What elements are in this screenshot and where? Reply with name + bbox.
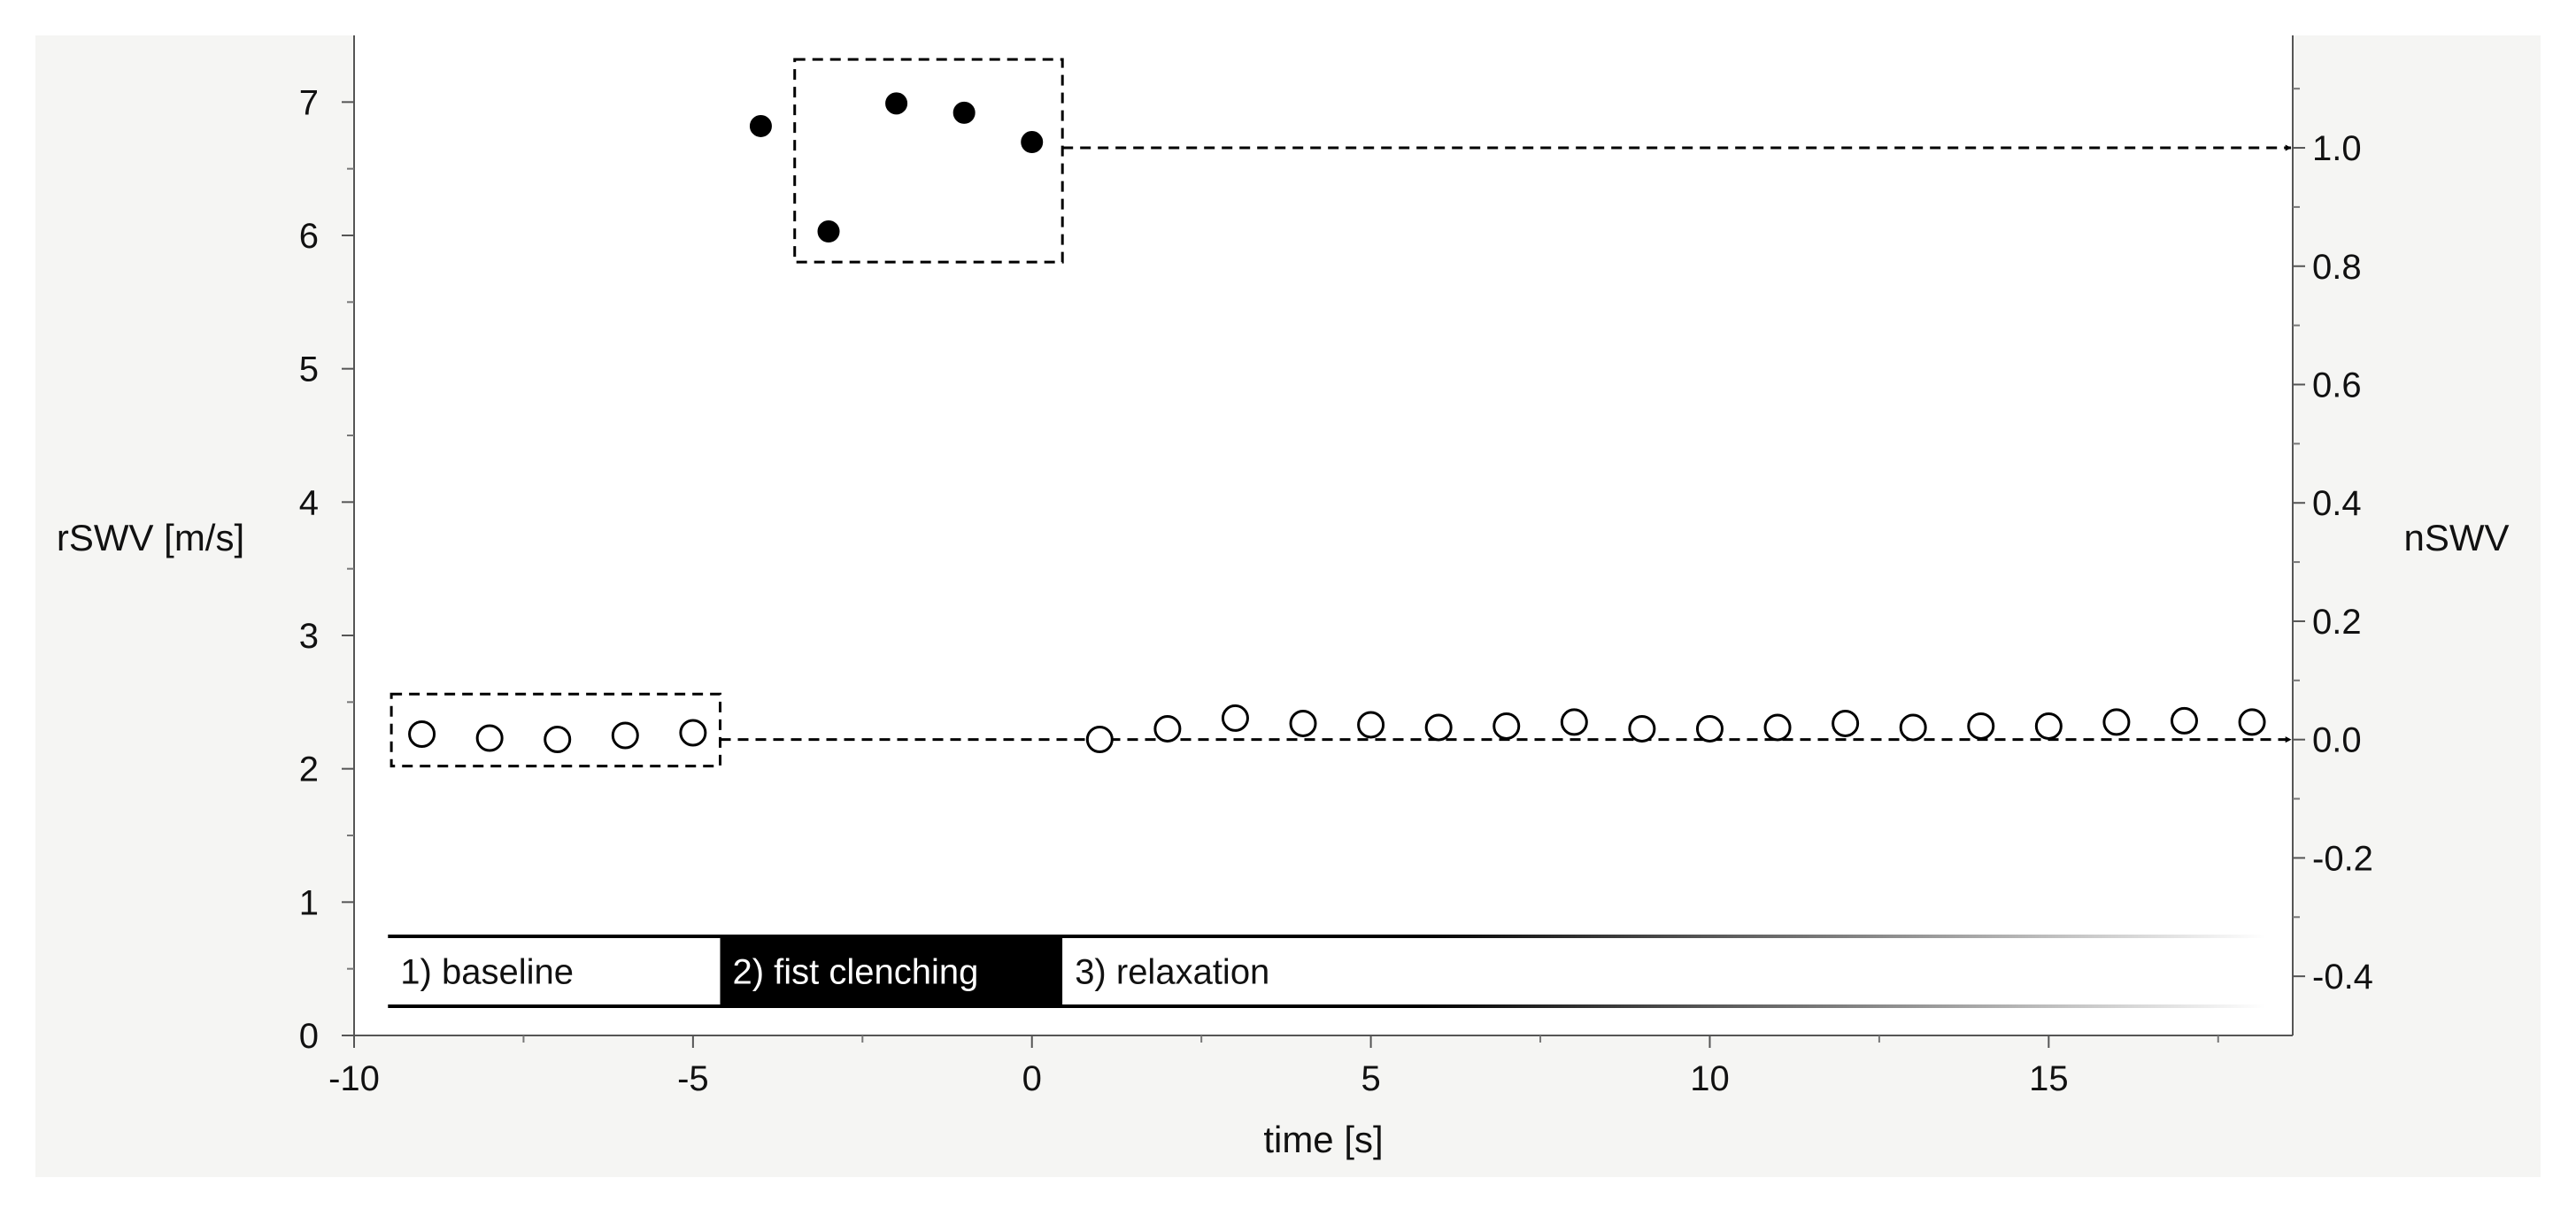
- open-point: [1832, 709, 1860, 737]
- y-tick-label: 2: [299, 750, 319, 789]
- open-point: [2170, 706, 2198, 735]
- filled-point: [953, 101, 976, 124]
- x-tick-label: 15: [2029, 1059, 2069, 1098]
- y2-tick-label: 1.0: [2312, 129, 2362, 168]
- open-point: [679, 719, 707, 747]
- y2-tick-label: -0.2: [2312, 839, 2373, 878]
- y-tick-label: 1: [299, 883, 319, 922]
- filled-point: [1021, 131, 1044, 154]
- phase-label: 3) relaxation: [1075, 953, 1269, 992]
- y-axis-title: rSWV [m/s]: [57, 517, 244, 558]
- x-tick-label: 10: [1690, 1059, 1730, 1098]
- phase-segment: [388, 936, 721, 1006]
- phase-bar-top-edge: [388, 935, 2266, 938]
- y-tick-label: 7: [299, 83, 319, 122]
- y2-tick-label: 0.8: [2312, 248, 2362, 287]
- filled-point: [817, 219, 840, 242]
- open-point: [1492, 712, 1521, 740]
- x-tick-label: -10: [328, 1059, 380, 1098]
- y2-tick-label: 0.4: [2312, 484, 2362, 523]
- phase-bar-bottom-edge: [388, 1004, 2266, 1008]
- open-point: [1357, 711, 1385, 739]
- phase-bar: 1) baseline 2) fist clenching 3) relaxatio…: [388, 935, 2266, 1008]
- y2-tick-label: 0.0: [2312, 721, 2362, 760]
- open-point: [408, 720, 436, 748]
- open-point: [1967, 712, 1995, 740]
- phase-segment: [720, 936, 1063, 1006]
- open-point: [1899, 713, 1927, 742]
- x-tick-label: 5: [1361, 1059, 1380, 1098]
- plot-area: [354, 35, 2293, 1035]
- axes: [353, 35, 2294, 1036]
- open-point: [544, 726, 572, 754]
- open-point: [2238, 708, 2266, 736]
- open-point: [2034, 712, 2063, 740]
- phase-label: 2) fist clenching: [732, 953, 978, 992]
- x-tick-label: 0: [1022, 1059, 1042, 1098]
- phase-label: 1) baseline: [400, 953, 574, 992]
- open-point: [475, 724, 504, 752]
- y2-axis-title: nSWV: [2403, 517, 2509, 558]
- open-point: [1153, 714, 1182, 743]
- y-tick-label: 0: [299, 1017, 319, 1056]
- y-tick-label: 4: [299, 483, 319, 522]
- x-tick-label: -5: [677, 1059, 709, 1098]
- open-point: [1763, 713, 1792, 742]
- open-point: [1424, 713, 1453, 742]
- open-point: [1085, 726, 1114, 754]
- open-point: [1695, 714, 1724, 743]
- phase-segment: [1062, 936, 2266, 1006]
- open-point: [1221, 704, 1249, 732]
- open-point: [1628, 714, 1656, 743]
- filled-point: [885, 92, 908, 115]
- baseline-dashed-box: [389, 692, 721, 768]
- open-point: [1560, 708, 1588, 736]
- y2-tick-label: 0.6: [2312, 366, 2362, 404]
- y2-tick-label: -0.4: [2312, 958, 2373, 997]
- data-points: [408, 92, 2266, 754]
- y2-tick-label: 0.2: [2312, 603, 2362, 642]
- y-tick-label: 3: [299, 617, 319, 656]
- clenching-dashed-box: [793, 58, 1064, 264]
- y-tick-label: 6: [299, 217, 319, 256]
- ticks: -10 -5 0 5 10 15 0 1 2 3 4 5 6 7 -0.4 -0.2 0.0 0.2 0.4 0.6 0…: [299, 83, 2373, 1098]
- y-tick-label: 5: [299, 350, 319, 389]
- open-point: [2102, 708, 2131, 736]
- x-axis-title: time [s]: [1263, 1119, 1383, 1160]
- open-point: [1289, 709, 1317, 737]
- open-point: [611, 721, 639, 750]
- filled-point: [749, 114, 772, 137]
